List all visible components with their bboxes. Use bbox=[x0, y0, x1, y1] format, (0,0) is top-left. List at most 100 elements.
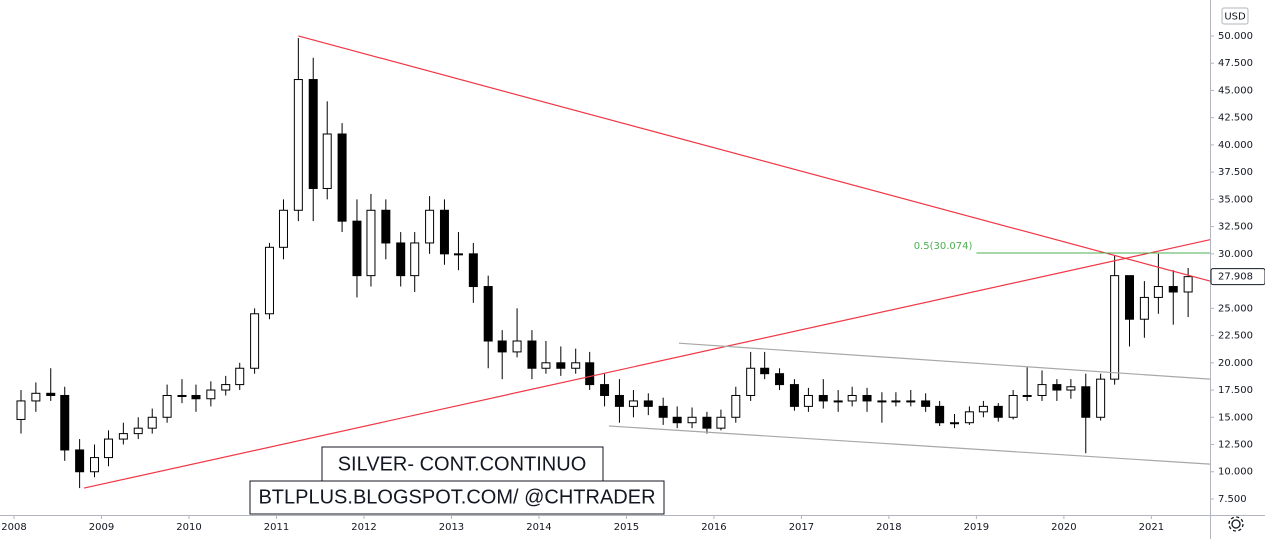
candle-body bbox=[847, 394, 857, 402]
candle-body bbox=[643, 400, 653, 407]
candle-body bbox=[177, 394, 187, 397]
y-tick-label: 42.500 bbox=[1218, 113, 1253, 124]
candle-body bbox=[264, 246, 274, 315]
candle-body bbox=[964, 411, 974, 424]
candle-body bbox=[687, 416, 697, 424]
y-tick-label: 40.000 bbox=[1218, 140, 1253, 151]
candle-body bbox=[439, 209, 449, 255]
last-price-tag bbox=[1210, 268, 1265, 286]
candle-body bbox=[468, 253, 478, 288]
trend-line bbox=[298, 35, 1211, 282]
candle-body bbox=[75, 449, 85, 473]
candle-body bbox=[162, 394, 172, 418]
candle-body bbox=[366, 209, 376, 277]
candle-body bbox=[1168, 286, 1178, 293]
title-box bbox=[321, 446, 604, 482]
candle-body bbox=[1081, 386, 1091, 418]
candle-body bbox=[337, 133, 347, 222]
candle-body bbox=[1110, 275, 1120, 380]
candle-body bbox=[396, 242, 406, 277]
candle-body bbox=[731, 394, 741, 418]
candle-body bbox=[322, 133, 332, 189]
candle-body bbox=[31, 392, 41, 402]
candle-body bbox=[293, 79, 303, 211]
candle-body bbox=[527, 340, 537, 369]
candle-body bbox=[410, 242, 420, 277]
candle-body bbox=[585, 362, 595, 386]
candle-body bbox=[950, 422, 960, 425]
x-tick-label: 2018 bbox=[876, 522, 901, 533]
candle-body bbox=[862, 394, 872, 402]
candle-body bbox=[877, 400, 887, 403]
candle-body bbox=[921, 400, 931, 407]
chart-subtitle: BTLPLUS.BLOGSPOT.COM/ @CHTRADER bbox=[258, 486, 655, 508]
candle-body bbox=[1153, 286, 1163, 298]
candle-body bbox=[1183, 276, 1193, 293]
x-tick-label: 2019 bbox=[964, 522, 989, 533]
candle-body bbox=[1052, 384, 1062, 391]
x-tick-label: 2014 bbox=[526, 522, 551, 533]
candle-body bbox=[658, 405, 668, 418]
trend-line bbox=[678, 342, 1211, 380]
candle-body bbox=[1008, 394, 1018, 418]
candle-body bbox=[191, 394, 201, 400]
candle-body bbox=[235, 367, 245, 386]
candle-body bbox=[1066, 386, 1076, 391]
candle-body bbox=[775, 373, 785, 386]
candle-body bbox=[60, 394, 70, 451]
candle-body bbox=[803, 394, 813, 407]
candle-body bbox=[16, 400, 26, 420]
candle-body bbox=[278, 209, 288, 248]
candle-body bbox=[483, 286, 493, 342]
x-tick-label: 2008 bbox=[1, 522, 26, 533]
y-tick-label: 7.500 bbox=[1218, 494, 1247, 505]
chart-title: SILVER- CONT.CONTINUO bbox=[338, 453, 587, 475]
candle-body bbox=[89, 457, 99, 473]
y-tick-label: 32.500 bbox=[1218, 222, 1253, 233]
candle-body bbox=[1022, 394, 1032, 397]
x-tick-label: 2009 bbox=[89, 522, 114, 533]
fib-label: 0.5(30.074) bbox=[914, 241, 973, 252]
y-tick-label: 22.500 bbox=[1218, 331, 1253, 342]
candle-body bbox=[818, 394, 828, 402]
candle-body bbox=[147, 416, 157, 429]
y-tick-label: 25.000 bbox=[1218, 303, 1253, 314]
y-tick-label: 12.500 bbox=[1218, 440, 1253, 451]
candle-body bbox=[993, 405, 1003, 418]
candle-body bbox=[308, 79, 318, 189]
candle-body bbox=[381, 209, 391, 244]
candle-body bbox=[221, 384, 231, 391]
x-tick-label: 2010 bbox=[176, 522, 201, 533]
candle-body bbox=[103, 438, 113, 459]
currency-box bbox=[1221, 7, 1249, 25]
candle-body bbox=[746, 367, 756, 396]
candle-body bbox=[46, 392, 56, 396]
candle-body bbox=[702, 416, 712, 429]
y-tick-label: 30.000 bbox=[1218, 249, 1253, 260]
x-tick-label: 2015 bbox=[614, 522, 639, 533]
candle-body bbox=[512, 340, 522, 353]
y-tick-label: 10.000 bbox=[1218, 467, 1253, 478]
candle-body bbox=[497, 340, 507, 353]
candle-body bbox=[1037, 384, 1047, 396]
candle-body bbox=[541, 362, 551, 369]
candle-body bbox=[891, 400, 901, 403]
x-tick-label: 2020 bbox=[1051, 522, 1076, 533]
candle-body bbox=[571, 362, 581, 369]
x-tick-label: 2017 bbox=[789, 522, 814, 533]
y-tick-label: 15.000 bbox=[1218, 412, 1253, 423]
candle-body bbox=[1096, 378, 1106, 418]
candle-body bbox=[453, 253, 463, 256]
x-tick-label: 2013 bbox=[439, 522, 464, 533]
candle-body bbox=[1139, 296, 1149, 320]
candle-body bbox=[935, 405, 945, 424]
currency: USD bbox=[1224, 12, 1246, 23]
candle-body bbox=[556, 362, 566, 369]
x-tick-label: 2016 bbox=[701, 522, 726, 533]
candle-body bbox=[716, 416, 726, 429]
y-tick-label: 20.000 bbox=[1218, 358, 1253, 369]
candle-body bbox=[906, 400, 916, 403]
candle-body bbox=[1125, 275, 1135, 320]
settings-icon[interactable] bbox=[1228, 516, 1244, 532]
